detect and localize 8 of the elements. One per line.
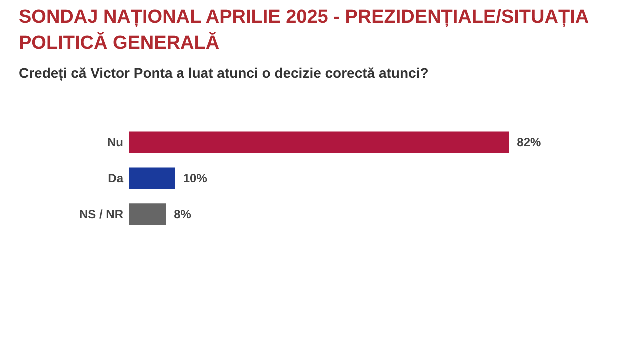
- data-label: 8%: [174, 207, 192, 222]
- chart-subtitle: Credeți că Victor Ponta a luat atunci o decizie corectă atunci?: [18, 65, 429, 82]
- y-tick-label: Da: [108, 172, 124, 186]
- data-label: 10%: [183, 172, 208, 186]
- chart-title: SONDAJ NAȚIONAL APRILIE 2025 - PREZIDENȚIALE/SITUAȚIA POLITICĂ GENERALĂ: [18, 7, 590, 54]
- data-label: 82%: [517, 136, 542, 150]
- y-tick-label: Nu: [108, 136, 124, 150]
- y-tick-label: NS / NR: [79, 207, 124, 222]
